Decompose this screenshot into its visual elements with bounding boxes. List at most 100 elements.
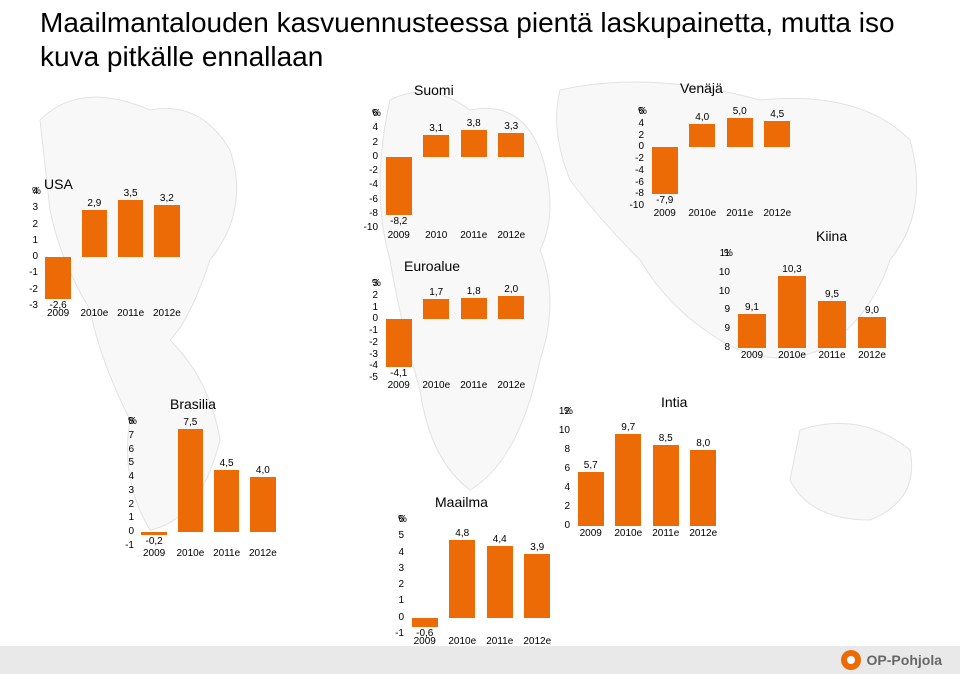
bar (250, 477, 275, 532)
y-tick: 2 (384, 579, 404, 590)
x-tick: 2012e (519, 636, 557, 647)
brand-logo-text: OP-Pohjola (867, 652, 942, 668)
x-tick: 2010e (684, 208, 722, 219)
x-tick: 2012e (685, 528, 723, 539)
y-tick: 0 (358, 151, 378, 162)
y-tick: 2 (550, 501, 570, 512)
y-tick: 5 (384, 530, 404, 541)
bar (653, 445, 679, 526)
bar (764, 121, 790, 147)
x-tick: 2009 (572, 528, 610, 539)
bar (652, 147, 678, 193)
x-tick: 2010e (444, 636, 482, 647)
y-tick: 3 (114, 485, 134, 496)
x-tick: 2012e (759, 208, 797, 219)
footer-strip (0, 646, 960, 674)
y-tick: 9 (710, 304, 730, 315)
x-tick: 2009 (380, 230, 418, 241)
bar (82, 210, 107, 257)
x-tick: 2009 (136, 548, 172, 559)
bar (689, 124, 715, 148)
y-tick: -5 (358, 372, 378, 383)
y-tick: 3 (384, 563, 404, 574)
x-tick: 2012e (852, 350, 892, 361)
bar-value: 8,5 (648, 433, 684, 444)
x-tick: 2010e (76, 308, 112, 319)
bar-value: 8,0 (685, 438, 721, 449)
bar-value: -0,2 (136, 536, 171, 547)
y-tick: 3 (18, 202, 38, 213)
bar-value: 3,2 (149, 193, 184, 204)
chart-maailma: Maailma-10123456%-0,620094,82010e4,42011… (380, 498, 560, 648)
y-tick: -8 (358, 208, 378, 219)
chart-intia: Intia024681012%5,720099,72010e8,52011e8,… (546, 390, 726, 540)
bar (578, 472, 604, 526)
chart-title: Kiina (816, 228, 847, 244)
bar-value: 9,7 (610, 422, 646, 433)
bar (118, 200, 143, 257)
bar-value: 2,0 (493, 284, 529, 295)
bar (214, 470, 239, 532)
y-tick: -2 (18, 284, 38, 295)
x-tick: 2009 (380, 380, 418, 391)
y-tick: 9 (710, 323, 730, 334)
bar-value: 3,1 (418, 123, 454, 134)
x-tick: 2012e (493, 230, 531, 241)
x-tick: 2009 (40, 308, 76, 319)
x-tick: 2012e (149, 308, 185, 319)
bar-value: 5,0 (722, 106, 758, 117)
x-tick: 2010e (172, 548, 208, 559)
y-tick: 2 (18, 219, 38, 230)
y-tick: -6 (624, 177, 644, 188)
bar (498, 296, 524, 320)
y-tick: 4 (358, 122, 378, 133)
x-tick: 2009 (406, 636, 444, 647)
y-tick: -2 (358, 165, 378, 176)
y-tick: 1 (358, 302, 378, 313)
bar (727, 118, 753, 147)
y-tick: 2 (624, 130, 644, 141)
y-tick: -3 (358, 349, 378, 360)
bar (690, 450, 716, 526)
bar-value: 4,5 (759, 109, 795, 120)
y-unit: % (398, 514, 407, 525)
bar (615, 434, 641, 526)
brand-logo: OP-Pohjola (841, 650, 942, 670)
chart-euroalue: Euroalue-5-4-3-2-10123%-4,120091,72010e1… (354, 262, 534, 392)
y-unit: % (372, 278, 381, 289)
y-tick: 5 (114, 457, 134, 468)
y-tick: -1 (18, 267, 38, 278)
y-tick: -4 (358, 360, 378, 371)
bar-value: 4,5 (209, 458, 244, 469)
bar (423, 299, 449, 319)
bar (461, 298, 487, 319)
y-tick: 10 (710, 267, 730, 278)
y-tick: 0 (114, 526, 134, 537)
y-tick: 4 (624, 118, 644, 129)
chart-brasilia: Brasilia-1012345678%-0,220097,52010e4,52… (110, 400, 285, 560)
y-tick: -8 (624, 188, 644, 199)
bar-value: -7,9 (647, 195, 683, 206)
bar-value: 9,0 (853, 305, 891, 316)
chart-title: Maailma (435, 494, 488, 510)
y-tick: -2 (624, 153, 644, 164)
x-tick: 2011e (113, 308, 149, 319)
bar (45, 257, 70, 299)
y-tick: 0 (550, 520, 570, 531)
y-tick: 0 (18, 251, 38, 262)
bar-value: 3,5 (113, 188, 148, 199)
bar-value: 9,5 (813, 289, 851, 300)
y-unit: % (128, 416, 137, 427)
x-tick: 2011e (647, 528, 685, 539)
x-tick: 2011e (455, 380, 493, 391)
y-tick: -3 (18, 300, 38, 311)
y-tick: -1 (358, 325, 378, 336)
bar (498, 133, 524, 157)
x-tick: 2011e (455, 230, 493, 241)
bar (818, 301, 846, 348)
y-tick: 2 (358, 290, 378, 301)
chart-usa: USA-3-2-101234%-2,620092,92010e3,52011e3… (14, 170, 189, 320)
y-tick: 1 (114, 512, 134, 523)
bar-value: 2,9 (77, 198, 112, 209)
x-tick: 2011e (812, 350, 852, 361)
